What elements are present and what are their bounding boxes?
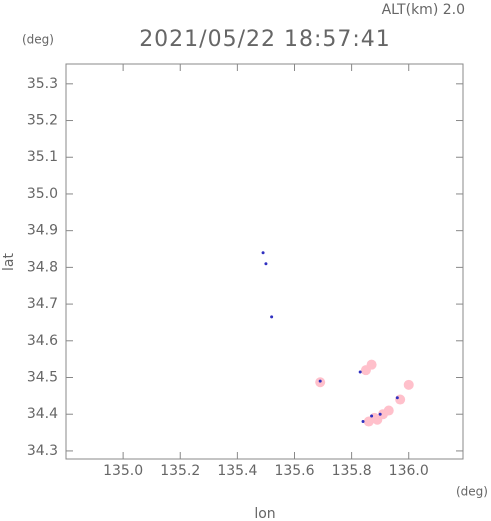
x-tick-label: 136.0 (389, 463, 429, 479)
point (403, 379, 414, 390)
y-tick-label: 35.3 (27, 76, 58, 92)
chart-subtitle: ALT(km) 2.0 (382, 2, 465, 18)
y-tick-label: 35.0 (27, 186, 58, 202)
y-tick-label: 34.6 (27, 333, 58, 349)
point (372, 414, 383, 425)
x-tick-label: 135.2 (160, 463, 200, 479)
point (383, 405, 394, 416)
point (370, 414, 374, 418)
x-tick-label: 135.4 (217, 463, 257, 479)
point (395, 394, 406, 405)
y-tick-label: 35.1 (27, 149, 58, 165)
x-axis-label: lon (254, 506, 275, 521)
point (363, 416, 374, 427)
point (366, 359, 377, 370)
x-tick-label: 135.0 (103, 463, 143, 479)
y-tick-label: 34.4 (27, 406, 58, 422)
point (318, 379, 322, 383)
point (358, 370, 362, 374)
x-unit: (deg) (456, 485, 488, 499)
point (270, 315, 274, 319)
y-tick-label: 34.5 (27, 370, 58, 386)
y-tick-label: 34.7 (27, 296, 58, 312)
chart-title: 2021/05/22 18:57:41 (139, 27, 391, 52)
point (361, 420, 365, 424)
y-tick-label: 34.8 (27, 259, 58, 275)
y-axis-label: lat (1, 253, 17, 271)
point (261, 251, 265, 255)
x-tick-label: 135.6 (274, 463, 314, 479)
x-tick-label: 135.8 (332, 463, 372, 479)
y-tick-label: 34.9 (27, 223, 58, 239)
point (378, 412, 382, 416)
y-tick-label: 35.2 (27, 113, 58, 129)
y-tick-label: 34.3 (27, 443, 58, 459)
point (395, 396, 399, 400)
y-unit: (deg) (22, 33, 54, 47)
plot-frame (65, 63, 464, 460)
point (264, 262, 268, 266)
